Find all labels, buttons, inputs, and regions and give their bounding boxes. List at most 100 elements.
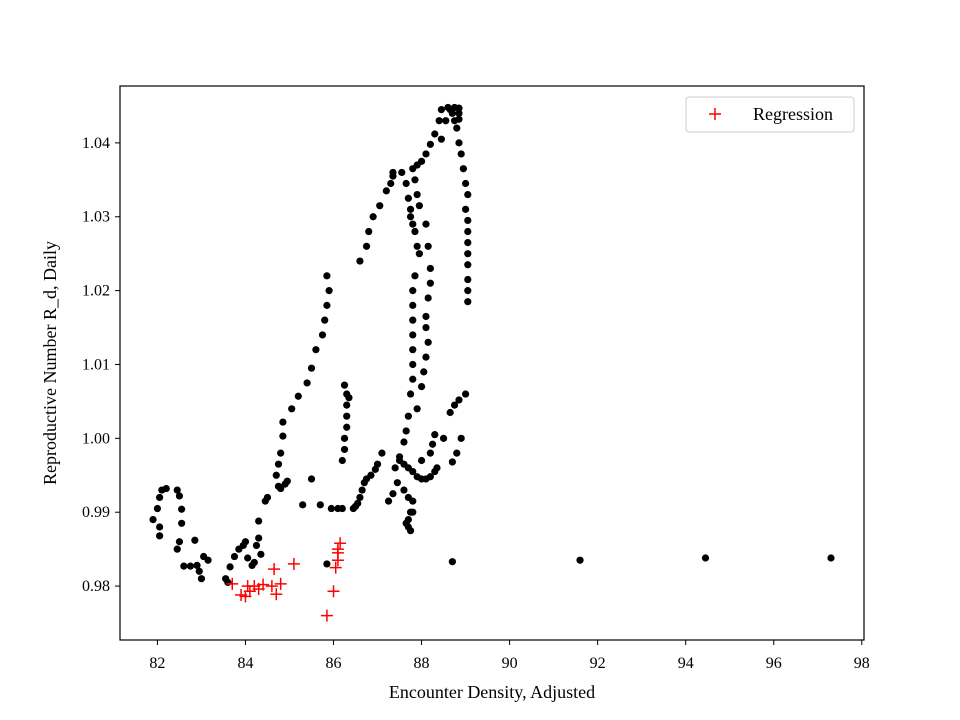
- data-point: [178, 519, 186, 527]
- data-point: [464, 275, 472, 284]
- data-point: [409, 360, 417, 369]
- data-point: [294, 392, 302, 400]
- data-point: [252, 541, 261, 550]
- data-point: [193, 561, 201, 569]
- data-point: [149, 515, 157, 524]
- regression-point: [257, 578, 270, 591]
- data-point: [327, 504, 335, 513]
- data-point: [409, 287, 417, 295]
- data-point: [437, 135, 445, 143]
- data-point: [417, 456, 426, 465]
- regression-point: [331, 543, 344, 556]
- data-point: [406, 390, 415, 398]
- data-point: [411, 227, 419, 236]
- data-point: [338, 504, 346, 513]
- regression-point: [287, 557, 300, 570]
- data-point: [453, 124, 461, 132]
- data-point: [433, 464, 441, 472]
- plot-frame: [119, 85, 865, 641]
- data-point: [340, 381, 349, 389]
- data-point: [180, 562, 188, 570]
- regression-point: [334, 537, 347, 550]
- x-tick-label: 82: [149, 655, 165, 672]
- data-point: [307, 475, 316, 483]
- legend: Regression: [685, 96, 855, 133]
- data-point: [153, 504, 162, 513]
- regression-point: [226, 577, 239, 590]
- data-point: [409, 346, 417, 354]
- data-point: [406, 205, 415, 213]
- data-point: [576, 556, 584, 564]
- regression-point: [270, 588, 283, 601]
- data-point: [422, 150, 430, 158]
- data-point: [325, 287, 333, 295]
- data-point: [283, 477, 291, 485]
- legend-marker-regression: [709, 108, 721, 120]
- data-point: [186, 562, 195, 570]
- data-point: [387, 179, 395, 188]
- data-point: [277, 484, 285, 493]
- data-point: [426, 473, 434, 481]
- data-point: [448, 458, 456, 466]
- data-point: [345, 394, 353, 402]
- data-point: [431, 431, 439, 439]
- data-point: [455, 396, 463, 404]
- data-point: [343, 423, 351, 431]
- regression-point: [265, 580, 278, 593]
- data-point: [424, 338, 432, 346]
- data-point: [367, 471, 375, 479]
- data-point: [435, 117, 443, 125]
- data-point: [417, 157, 426, 165]
- data-point: [455, 104, 463, 112]
- data-point: [175, 492, 184, 500]
- data-point: [274, 460, 283, 468]
- data-point: [224, 578, 232, 586]
- data-point: [400, 438, 408, 446]
- data-point: [175, 538, 184, 546]
- data-point: [384, 497, 393, 505]
- data-point: [431, 130, 439, 138]
- data-point: [362, 242, 371, 250]
- data-point: [461, 390, 470, 398]
- data-point: [318, 331, 327, 339]
- x-tick-label: 90: [502, 655, 518, 672]
- data-point: [204, 556, 212, 564]
- data-point: [230, 552, 239, 561]
- data-point: [173, 545, 181, 553]
- data-point: [389, 168, 397, 177]
- data-point: [455, 109, 463, 117]
- data-point: [312, 346, 320, 354]
- y-tick-label: 0.98: [82, 578, 110, 595]
- x-tick-label: 92: [590, 655, 606, 672]
- data-point: [424, 242, 432, 250]
- data-point: [316, 501, 324, 509]
- data-point: [156, 523, 164, 531]
- data-point: [402, 427, 410, 435]
- data-point: [173, 486, 181, 494]
- y-tick-label: 1.01: [82, 356, 110, 373]
- y-tick-label: 1.03: [82, 209, 110, 226]
- y-tick-label: 1.00: [82, 430, 110, 447]
- data-point: [195, 567, 203, 575]
- data-point: [398, 168, 406, 177]
- data-point: [448, 558, 456, 566]
- data-point: [299, 501, 307, 509]
- data-point: [391, 464, 399, 472]
- data-point: [402, 179, 410, 188]
- data-point: [226, 563, 234, 571]
- data-point: [340, 445, 349, 454]
- data-point: [464, 238, 472, 247]
- data-point: [409, 301, 417, 309]
- data-point: [356, 257, 364, 265]
- data-point: [197, 575, 206, 583]
- data-point: [402, 519, 410, 527]
- y-axis-label: Reproductive Number R_d, Daily: [40, 241, 60, 485]
- regression-point: [327, 585, 340, 598]
- data-point: [409, 375, 417, 383]
- data-point: [358, 486, 366, 494]
- data-point: [191, 536, 199, 544]
- points-layer: [149, 103, 835, 622]
- data-point: [406, 213, 415, 221]
- data-point: [464, 216, 472, 225]
